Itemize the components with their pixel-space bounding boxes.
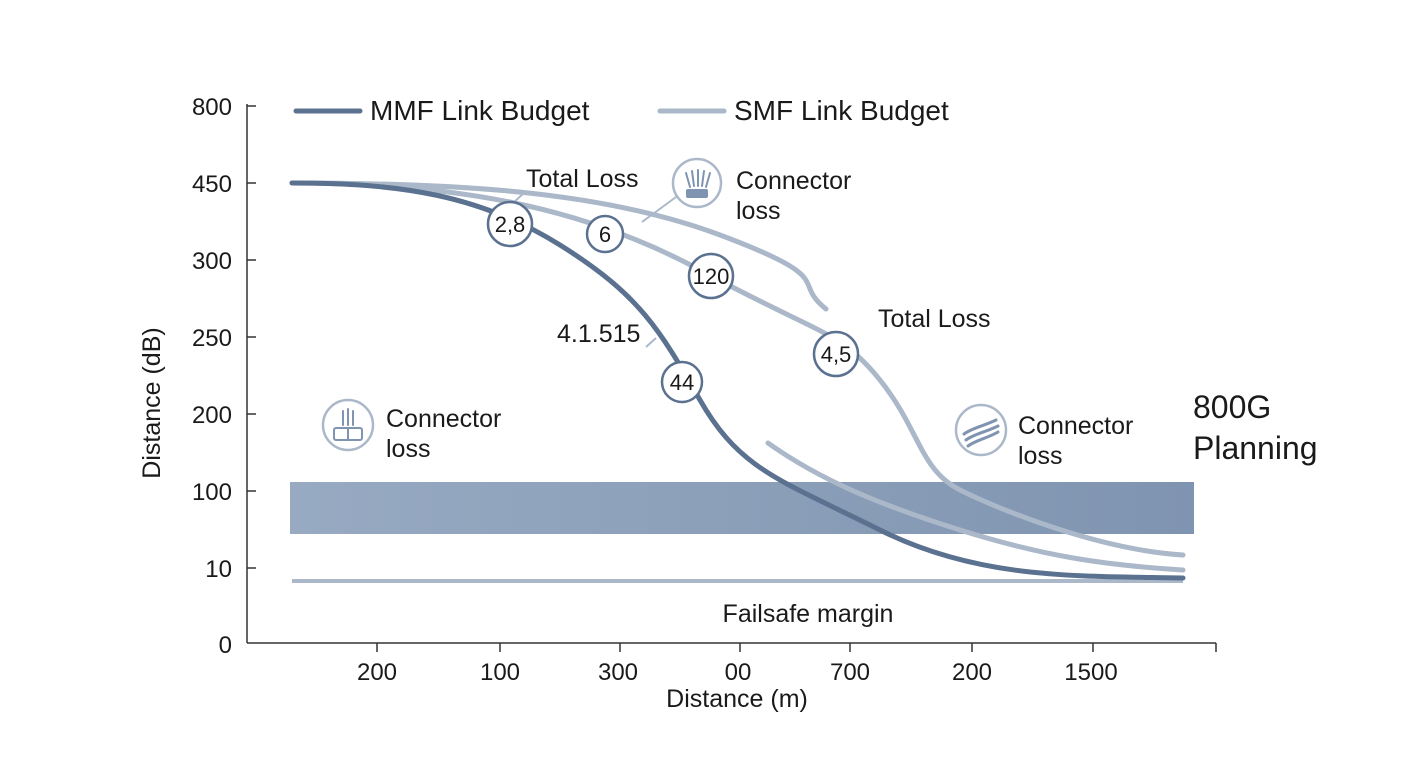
y-tick-label: 300 <box>192 248 232 275</box>
total-loss-label: Total Loss <box>878 305 991 333</box>
value-marker-text: 6 <box>599 222 611 247</box>
legend-label-mmf: MMF Link Budget <box>370 95 590 126</box>
x-tick-label: 200 <box>357 659 397 686</box>
connector-loss-label: Connector <box>386 405 501 433</box>
connector-loss-label: loss <box>1018 442 1062 470</box>
total-loss-pointer <box>512 191 526 204</box>
mmf-value-label: 4.1.515 <box>557 320 640 348</box>
connector-loss-label: Connector <box>736 167 851 195</box>
x-tick-label: 1500 <box>1064 659 1117 686</box>
x-tick-label: 100 <box>480 659 520 686</box>
y-tick-label: 0 <box>219 632 232 659</box>
value-marker: 44 <box>660 360 704 404</box>
connector-icon <box>671 157 723 209</box>
connector-loss-label: loss <box>736 197 780 225</box>
connector-icon <box>321 398 375 452</box>
x-axis-title: Distance (m) <box>666 685 808 713</box>
y-tick-label: 100 <box>192 479 232 506</box>
value-marker-text: 2,8 <box>495 212 526 237</box>
smf-lower-curve <box>765 440 1186 573</box>
y-tick-label: 800 <box>192 94 232 121</box>
value-marker-text: 4,5 <box>821 342 852 367</box>
value-marker: 120 <box>687 252 735 300</box>
y-ticks: 800 450 300 250 200 100 10 0 <box>192 94 256 659</box>
connector-loss-label: Connector <box>1018 412 1133 440</box>
value-marker: 6 <box>585 214 625 254</box>
connector-icon <box>954 403 1008 457</box>
planning-label: Planning <box>1193 430 1318 466</box>
value-label-pointer <box>645 337 657 348</box>
failsafe-label: Failsafe margin <box>723 600 894 628</box>
value-marker-circle <box>687 252 735 300</box>
value-marker-text: 120 <box>693 264 730 289</box>
legend: MMF Link Budget SMF Link Budget <box>293 95 949 126</box>
connector-loss-label: loss <box>386 435 430 463</box>
value-marker-text: 44 <box>670 370 694 395</box>
y-tick-label: 200 <box>192 402 232 429</box>
mmf-curve <box>289 180 1186 581</box>
total-loss-label: Total Loss <box>526 165 639 193</box>
y-tick-label: 10 <box>205 556 232 583</box>
value-marker-circle <box>585 214 625 254</box>
value-marker-circle <box>486 200 534 248</box>
planning-label: 800G <box>1193 389 1271 425</box>
value-marker: 2,8 <box>486 200 534 248</box>
planning-band <box>290 482 1194 534</box>
x-tick-label: 700 <box>830 659 870 686</box>
y-tick-label: 450 <box>192 171 232 198</box>
y-axis-title: Distance (dB) <box>138 327 166 478</box>
smf-upper-curve <box>289 180 829 312</box>
legend-label-smf: SMF Link Budget <box>734 95 949 126</box>
x-ticks: 200 100 300 00 700 200 1500 <box>357 643 1118 686</box>
y-tick-label: 250 <box>192 325 232 352</box>
connector-loss-pointer <box>641 196 677 223</box>
x-tick-label: 00 <box>725 659 752 686</box>
value-marker-circle <box>812 330 860 378</box>
x-tick-label: 300 <box>598 659 638 686</box>
value-marker-circle <box>660 360 704 404</box>
value-marker: 4,5 <box>812 330 860 378</box>
x-tick-label: 200 <box>952 659 992 686</box>
